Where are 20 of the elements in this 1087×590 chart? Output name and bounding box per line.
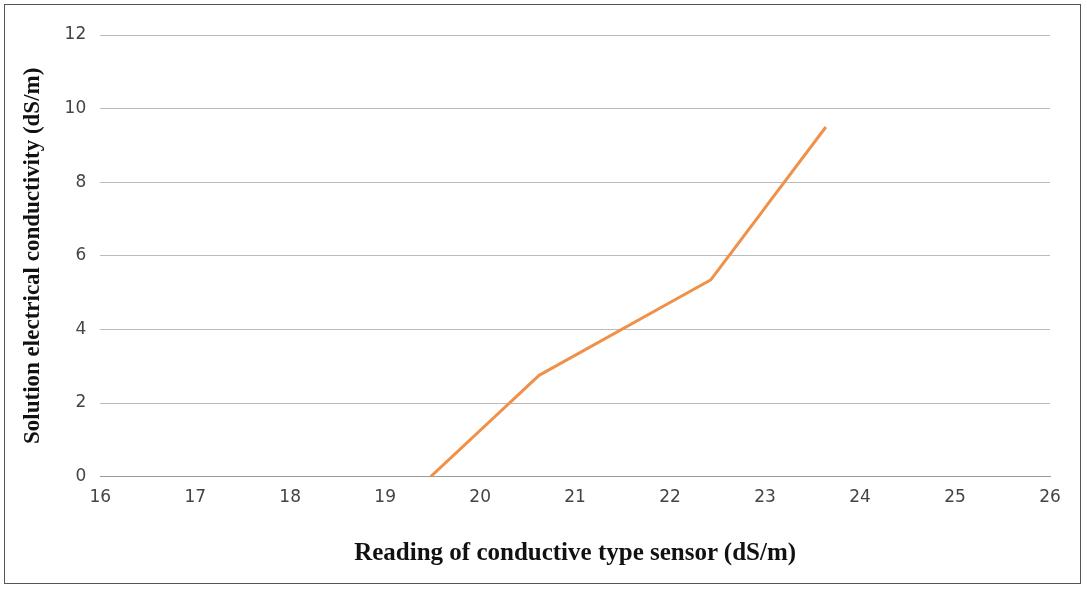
x-axis-title: Reading of conductive type sensor (dS/m) xyxy=(354,538,797,567)
x-tick-label: 23 xyxy=(754,486,776,507)
x-tick-label: 19 xyxy=(374,486,396,507)
x-tick-label: 25 xyxy=(944,486,966,507)
x-tick-label: 20 xyxy=(469,486,491,507)
x-tick-label: 17 xyxy=(184,486,207,507)
y-tick-label: 12 xyxy=(64,23,87,44)
y-tick-label: 4 xyxy=(75,317,87,338)
y-tick-label: 0 xyxy=(75,465,87,486)
x-tick-label: 16 xyxy=(89,486,112,507)
x-tick-label: 26 xyxy=(1039,486,1061,507)
x-tick-label: 21 xyxy=(564,486,586,507)
y-tick-label: 8 xyxy=(75,170,87,191)
x-tick-label: 22 xyxy=(659,486,681,507)
y-axis-title: Solution electrical conductivity (dS/m) xyxy=(18,67,44,444)
y-tick-label: 10 xyxy=(64,97,87,118)
y-tick-label: 6 xyxy=(75,244,87,265)
x-tick-label: 18 xyxy=(279,486,302,507)
y-tick-label: 2 xyxy=(75,391,87,412)
x-tick-label: 24 xyxy=(849,486,871,507)
